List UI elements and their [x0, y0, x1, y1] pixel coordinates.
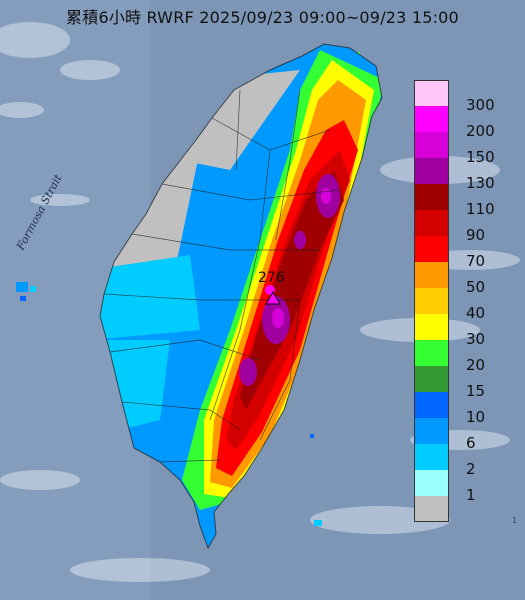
- legend-swatch: [414, 184, 449, 210]
- legend-label: 15: [466, 382, 486, 400]
- legend-swatch: [414, 262, 449, 288]
- legend-swatch: [414, 236, 449, 262]
- corner-text: 1: [512, 516, 518, 525]
- legend-label: 200: [466, 122, 495, 140]
- county-borders: [99, 43, 383, 550]
- legend-label: 30: [466, 330, 486, 348]
- legend-swatch: [414, 366, 449, 392]
- legend-swatch: [414, 444, 449, 470]
- legend-swatch: [414, 314, 449, 340]
- legend-label: 1: [466, 486, 476, 504]
- legend-swatch: [414, 496, 449, 522]
- legend-label: 10: [466, 408, 486, 426]
- legend-label: 90: [466, 226, 486, 244]
- peak-value: 276: [258, 270, 285, 286]
- legend-label: 40: [466, 304, 486, 322]
- legend-swatch: [414, 132, 449, 158]
- legend-label: 110: [466, 200, 495, 218]
- legend-swatch: [414, 80, 449, 106]
- legend-label: 70: [466, 252, 486, 270]
- legend-label: 6: [466, 434, 476, 452]
- legend-swatch: [414, 418, 449, 444]
- legend-swatch: [414, 158, 449, 184]
- legend-swatch: [414, 210, 449, 236]
- legend-label: 50: [466, 278, 486, 296]
- legend-swatch: [414, 106, 449, 132]
- legend-swatch: [414, 470, 449, 496]
- legend-label: 2: [466, 460, 476, 478]
- peak-marker-icon: [265, 291, 281, 305]
- legend-label: 20: [466, 356, 486, 374]
- legend-swatch: [414, 340, 449, 366]
- legend-swatch: [414, 392, 449, 418]
- legend-label: 130: [466, 174, 495, 192]
- legend-label: 150: [466, 148, 495, 166]
- legend-swatch: [414, 288, 449, 314]
- legend-label: 300: [466, 96, 495, 114]
- map-title: 累積6小時 RWRF 2025/09/23 09:00~09/23 15:00: [66, 8, 459, 27]
- color-legend: [414, 80, 449, 522]
